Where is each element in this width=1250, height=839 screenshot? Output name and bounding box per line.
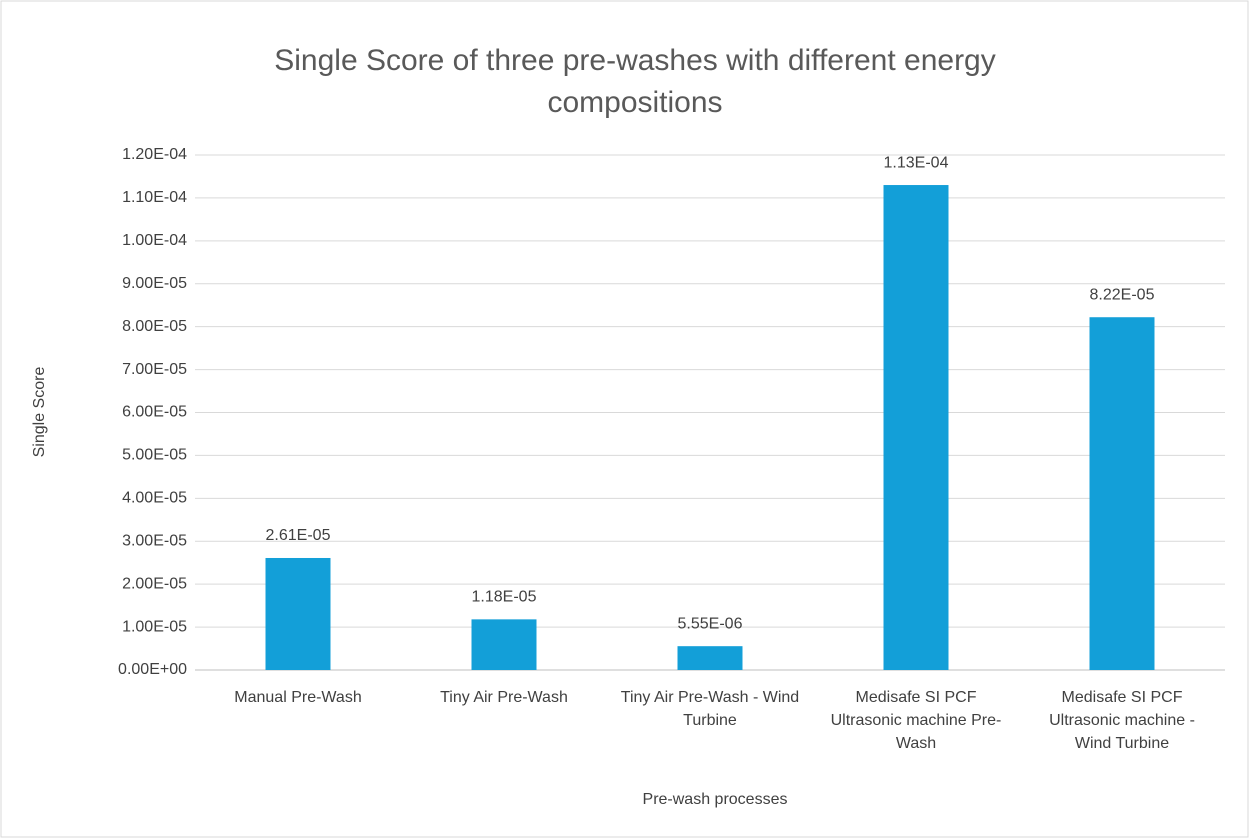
data-label: 8.22E-05 xyxy=(1090,286,1155,303)
x-tick-label: Manual Pre-Wash xyxy=(234,689,362,706)
y-tick-label: 8.00E-05 xyxy=(122,318,187,335)
x-tick-label: Medisafe SI PCF Ultrasonic machine - Win… xyxy=(1049,689,1195,752)
y-tick-label: 4.00E-05 xyxy=(122,490,187,507)
x-tick-label: Medisafe SI PCF Ultrasonic machine Pre-W… xyxy=(830,689,1002,752)
x-tick-label: Tiny Air Pre-Wash xyxy=(440,689,568,706)
bar xyxy=(1089,317,1155,670)
data-label: 2.61E-05 xyxy=(266,527,331,544)
y-tick-label: 5.00E-05 xyxy=(122,447,187,464)
x-tick-label: Tiny Air Pre-Wash - Wind Turbine xyxy=(620,689,800,729)
data-label: 1.13E-04 xyxy=(884,154,949,171)
chart-title: Single Score of three pre-washes with di… xyxy=(274,44,996,119)
bar xyxy=(883,185,949,670)
bar xyxy=(471,619,537,670)
x-axis-title: Pre-wash processes xyxy=(643,791,788,808)
y-tick-label: 1.00E-05 xyxy=(122,618,187,635)
data-label: 5.55E-06 xyxy=(678,615,743,632)
y-tick-label: 7.00E-05 xyxy=(122,361,187,378)
y-tick-label: 2.00E-05 xyxy=(122,575,187,592)
y-tick-label: 3.00E-05 xyxy=(122,532,187,549)
y-tick-label: 9.00E-05 xyxy=(122,275,187,292)
bar xyxy=(265,557,331,670)
y-tick-label: 1.10E-04 xyxy=(122,189,187,206)
y-axis-title: Single Score xyxy=(31,367,48,458)
bar xyxy=(677,646,743,670)
y-tick-label: 1.20E-04 xyxy=(122,146,187,163)
y-tick-label: 0.00E+00 xyxy=(118,661,187,678)
y-tick-label: 1.00E-04 xyxy=(122,232,187,249)
data-label: 1.18E-05 xyxy=(472,589,537,606)
y-tick-label: 6.00E-05 xyxy=(122,404,187,421)
